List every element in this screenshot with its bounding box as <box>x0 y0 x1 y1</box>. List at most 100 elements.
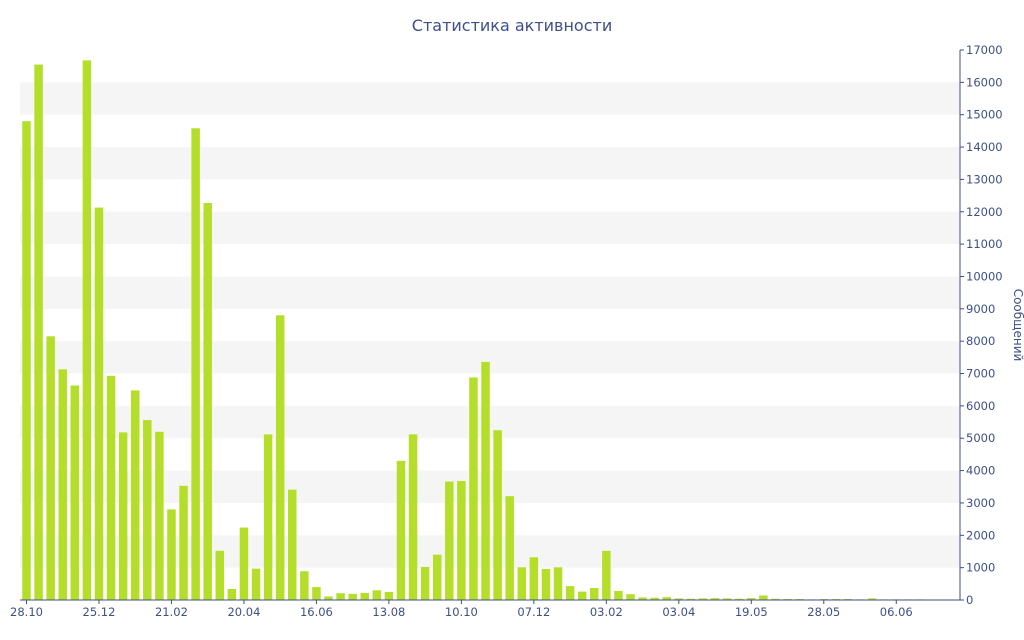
bar <box>263 434 273 600</box>
y-tick-label: 11000 <box>966 237 1003 251</box>
bar <box>94 207 104 600</box>
grid-band <box>20 211 960 245</box>
bar <box>650 597 659 600</box>
bar <box>590 588 599 600</box>
x-tick-label: 03.04 <box>662 605 695 619</box>
y-tick-label: 5000 <box>966 431 995 445</box>
bar <box>710 598 720 600</box>
y-tick-label: 10000 <box>966 269 1003 283</box>
bar <box>565 586 575 600</box>
bar <box>179 485 188 600</box>
grid-band <box>20 147 960 180</box>
bar <box>867 598 877 600</box>
x-tick-label: 13.08 <box>372 605 405 619</box>
y-tick-label: 14000 <box>966 140 1003 154</box>
y-tick-label: 17000 <box>966 43 1003 57</box>
grid-band <box>20 470 960 503</box>
bar <box>70 385 80 600</box>
bar <box>34 64 43 600</box>
bar <box>396 460 406 600</box>
x-tick-label: 03.02 <box>590 605 623 619</box>
x-tick-label: 16.06 <box>300 605 333 619</box>
y-tick-label: 0 <box>966 593 973 607</box>
bar <box>638 597 647 600</box>
bar <box>336 593 345 600</box>
bar <box>22 121 31 601</box>
grid-band <box>20 405 960 439</box>
y-tick-label: 1000 <box>966 561 995 575</box>
bar <box>481 361 490 600</box>
bar <box>312 587 321 600</box>
grid-band <box>20 82 960 115</box>
y-tick-label: 3000 <box>966 496 995 510</box>
bar <box>747 598 756 600</box>
bar <box>143 420 152 600</box>
bar <box>662 597 671 600</box>
bar <box>384 591 394 600</box>
bar <box>324 596 333 600</box>
y-tick-label: 6000 <box>966 399 995 413</box>
bar <box>300 571 309 600</box>
bar <box>771 598 780 600</box>
y-tick-label: 16000 <box>966 75 1003 89</box>
bar <box>420 567 430 600</box>
bar <box>698 598 708 600</box>
y-axis-label: Сообщений <box>1011 289 1024 362</box>
y-tick-label: 8000 <box>966 334 995 348</box>
bar <box>577 591 587 600</box>
chart-title: Статистика активности <box>411 16 613 35</box>
bar <box>372 590 382 600</box>
bar <box>445 481 454 600</box>
bar <box>203 203 212 600</box>
x-tick-label: 28.05 <box>807 605 840 619</box>
x-tick-label: 10.10 <box>445 605 478 619</box>
y-tick-label: 13000 <box>966 172 1003 186</box>
bar <box>432 554 442 600</box>
bar <box>46 336 55 600</box>
x-tick-label: 19.05 <box>735 605 768 619</box>
bar <box>722 598 732 600</box>
bar <box>130 390 140 600</box>
grid-band <box>20 535 960 568</box>
bar <box>626 594 635 600</box>
bar <box>348 593 357 600</box>
y-tick-label: 9000 <box>966 302 995 316</box>
bar <box>408 434 418 600</box>
bar <box>602 550 611 600</box>
bar <box>118 432 128 600</box>
bar <box>686 598 696 600</box>
grid-band <box>20 276 960 309</box>
bar <box>529 557 539 600</box>
bar <box>106 375 116 600</box>
bar <box>734 598 744 600</box>
bar <box>288 489 297 600</box>
x-tick-label: 20.04 <box>227 605 260 619</box>
bar <box>58 369 67 600</box>
bar <box>674 598 684 600</box>
x-tick-label: 21.02 <box>155 605 188 619</box>
x-tick-label: 07.12 <box>517 605 550 619</box>
y-tick-label: 15000 <box>966 108 1003 122</box>
bar <box>82 60 92 601</box>
bar <box>239 527 249 600</box>
bar <box>457 480 466 600</box>
bar <box>215 550 225 600</box>
y-tick-label: 12000 <box>966 205 1003 219</box>
bar <box>541 568 551 600</box>
x-tick-label: 25.12 <box>83 605 116 619</box>
bar <box>275 315 285 600</box>
bar <box>191 128 200 601</box>
x-tick-label: 06.06 <box>880 605 913 619</box>
y-tick-label: 2000 <box>966 528 995 542</box>
bar <box>553 567 563 600</box>
y-tick-label: 4000 <box>966 464 995 478</box>
bar <box>227 589 237 600</box>
bar <box>167 509 176 600</box>
x-tick-label: 28.10 <box>10 605 43 619</box>
bar <box>614 590 623 600</box>
bar <box>469 377 478 600</box>
bar <box>517 567 527 600</box>
y-tick-label: 7000 <box>966 367 995 381</box>
